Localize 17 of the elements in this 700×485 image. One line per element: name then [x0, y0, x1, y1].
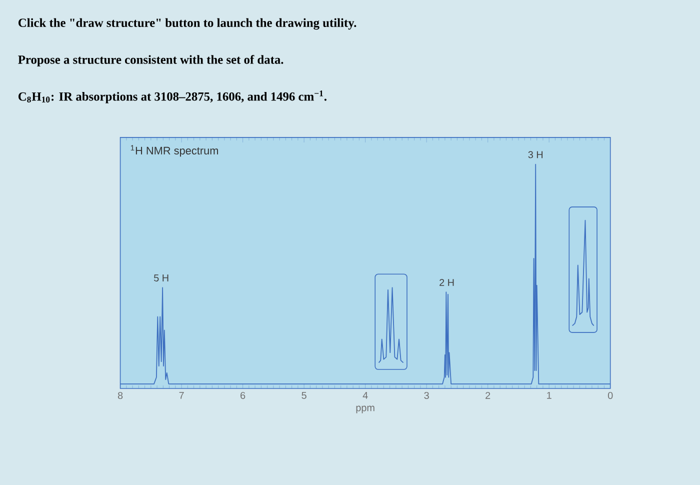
annotation: 2 H: [440, 278, 454, 286]
x-tick-label: 1: [547, 392, 552, 399]
text: C$_{8}$H$_{10}$: IR absorptions at 3108–2875, 1606, and 1496 cm$^{−1}$.: [18, 90, 326, 104]
x-tick-label: 0: [608, 392, 613, 399]
x-tick-label: 4: [362, 392, 368, 399]
x-tick-label: 2: [486, 392, 490, 399]
x-tick-label: 7: [179, 392, 184, 399]
x-tick-label: 6: [240, 392, 246, 399]
x-axis-title: ppm: [356, 406, 374, 414]
text: Propose a structure consistent with the set of data.: [18, 54, 284, 66]
x-tick-label: 8: [118, 392, 123, 399]
annotation: 3 H: [528, 151, 543, 158]
x-tick-label: 3: [424, 392, 429, 399]
annotation: 5 H: [154, 274, 168, 282]
text: Click the "draw structure" button to launch the drawing utility.: [18, 18, 356, 30]
x-tick-label: 5: [302, 392, 306, 399]
chart-title: $^{1}$H NMR spectrum: [130, 145, 218, 157]
